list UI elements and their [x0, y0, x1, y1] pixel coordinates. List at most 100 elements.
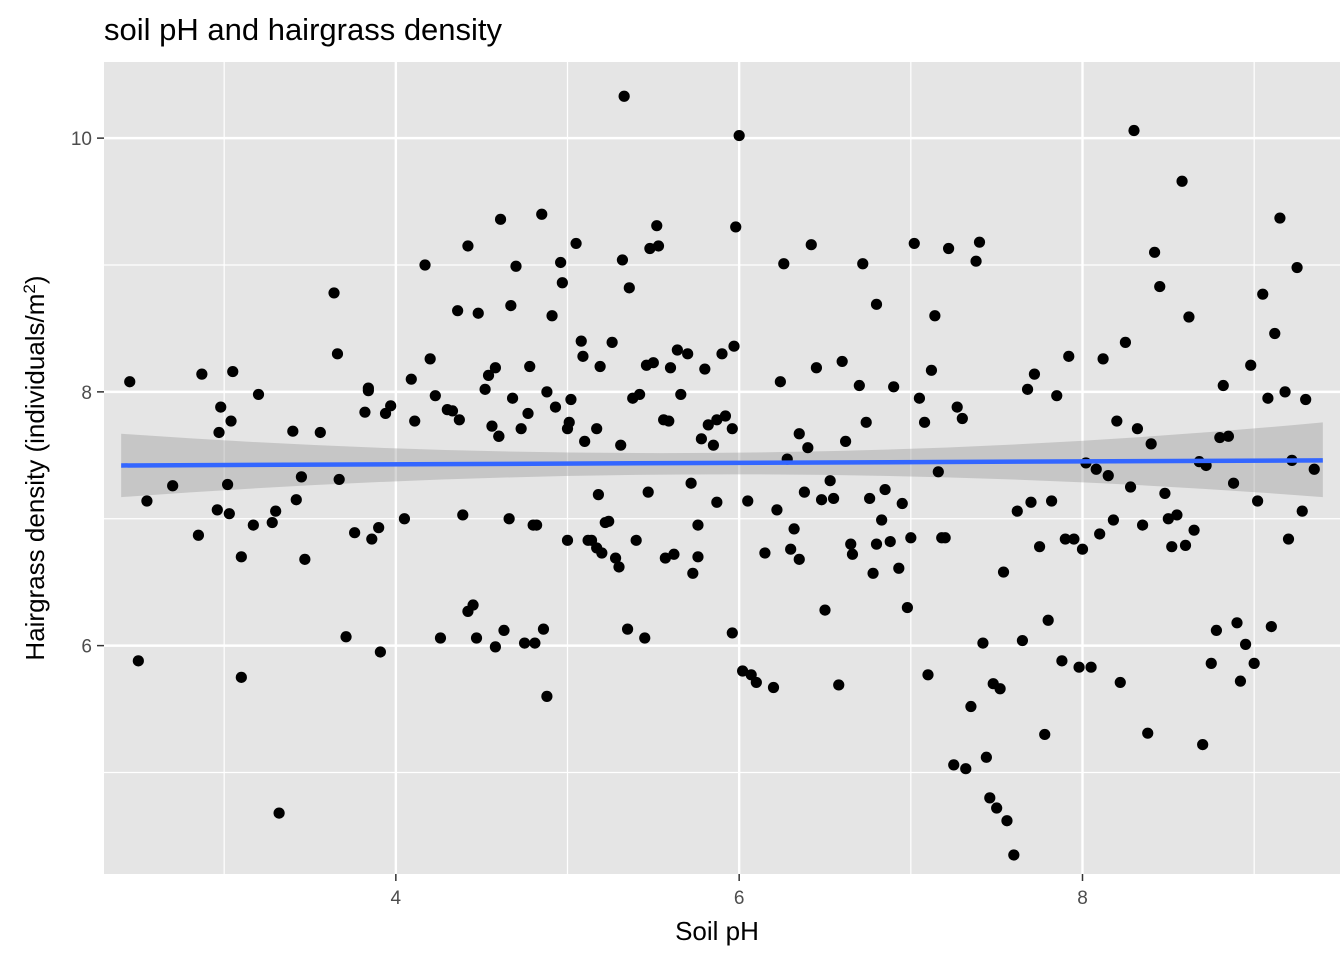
data-point-48	[453, 414, 465, 426]
data-point-88	[575, 335, 587, 347]
data-point-37	[385, 400, 397, 412]
data-point-207	[994, 683, 1006, 695]
data-point-130	[695, 433, 708, 445]
data-point-19	[273, 807, 285, 819]
data-point-222	[1059, 533, 1071, 545]
data-point-0	[124, 376, 136, 388]
data-point-267	[1252, 495, 1264, 507]
data-point-132	[702, 419, 714, 431]
minor-gridlines	[104, 62, 1340, 874]
data-point-7	[213, 426, 225, 439]
data-point-122	[668, 548, 680, 560]
data-point-1	[132, 655, 144, 667]
data-point-50	[462, 240, 474, 252]
data-point-117	[652, 240, 665, 252]
data-point-129	[692, 551, 704, 563]
data-point-131	[699, 363, 711, 375]
data-point-195	[948, 759, 960, 771]
data-point-86	[565, 393, 577, 406]
data-point-23	[299, 553, 311, 565]
data-point-141	[730, 221, 742, 233]
data-point-65	[505, 300, 517, 312]
data-point-87	[570, 237, 582, 250]
y-axis-title-end: )	[20, 275, 50, 284]
data-point-158	[802, 442, 814, 454]
data-point-67	[510, 260, 522, 272]
data-point-52	[467, 599, 479, 611]
data-point-189	[925, 364, 938, 376]
data-point-120	[663, 415, 675, 427]
data-point-5	[196, 368, 208, 380]
data-point-173	[864, 492, 876, 505]
data-point-215	[1028, 368, 1041, 380]
data-point-15	[247, 519, 259, 531]
y-tick-label-1: 8	[81, 383, 92, 404]
data-point-165	[833, 679, 845, 691]
data-point-20	[287, 425, 299, 437]
data-point-245	[1159, 487, 1171, 499]
data-point-125	[682, 348, 694, 360]
data-point-144	[742, 495, 754, 507]
data-point-160	[810, 362, 823, 374]
data-point-178	[879, 483, 891, 496]
data-point-113	[642, 486, 654, 498]
data-point-209	[1001, 815, 1013, 827]
data-point-154	[788, 523, 800, 535]
data-point-136	[716, 348, 728, 360]
y-tick-label-2: 10	[71, 129, 92, 150]
data-point-194	[943, 242, 955, 255]
data-point-90	[579, 435, 591, 447]
data-point-183	[901, 601, 914, 614]
data-point-272	[1274, 212, 1286, 224]
data-point-104	[616, 254, 629, 266]
data-point-8	[215, 401, 227, 413]
data-point-143	[737, 665, 749, 677]
data-point-124	[675, 388, 687, 401]
data-point-203	[980, 751, 992, 763]
data-point-97	[596, 547, 608, 559]
data-point-161	[815, 494, 828, 506]
data-point-54	[472, 307, 484, 319]
data-point-155	[793, 428, 805, 440]
data-point-232	[1102, 470, 1114, 482]
data-point-55	[479, 383, 491, 395]
chart-title: soil pH and hairgrass density	[104, 12, 503, 47]
data-point-32	[362, 385, 374, 397]
data-point-53	[470, 632, 483, 644]
data-points	[124, 90, 1320, 861]
data-point-179	[884, 535, 896, 548]
data-point-28	[340, 631, 352, 643]
data-point-221	[1056, 655, 1068, 667]
data-point-247	[1166, 541, 1178, 553]
data-point-265	[1245, 359, 1257, 371]
data-point-68	[515, 423, 527, 435]
y-axis-title-base: Hairgrass density (individuals/m	[20, 294, 50, 661]
data-point-256	[1205, 657, 1217, 669]
data-point-264	[1239, 638, 1252, 650]
data-point-212	[1016, 634, 1029, 647]
data-point-71	[524, 360, 536, 373]
data-point-240	[1136, 519, 1149, 531]
data-point-262	[1231, 617, 1243, 629]
data-point-171	[857, 258, 869, 270]
data-point-271	[1269, 327, 1281, 340]
data-point-74	[531, 519, 543, 531]
data-point-3	[167, 480, 179, 492]
data-point-168	[845, 538, 857, 550]
data-point-34	[373, 522, 385, 534]
data-point-164	[827, 492, 840, 505]
data-point-202	[977, 637, 989, 649]
data-point-258	[1214, 431, 1226, 444]
data-point-73	[529, 637, 541, 649]
data-point-228	[1085, 661, 1097, 673]
x-axis-title: Soil pH	[675, 916, 759, 946]
x-tick-label-2: 8	[1077, 888, 1088, 909]
data-point-111	[639, 632, 651, 644]
data-point-248	[1171, 509, 1183, 521]
data-point-119	[659, 552, 671, 564]
data-point-166	[836, 355, 848, 368]
data-point-254	[1197, 738, 1209, 751]
data-point-200	[970, 255, 982, 267]
data-point-100	[606, 336, 618, 348]
data-point-242	[1145, 438, 1157, 450]
